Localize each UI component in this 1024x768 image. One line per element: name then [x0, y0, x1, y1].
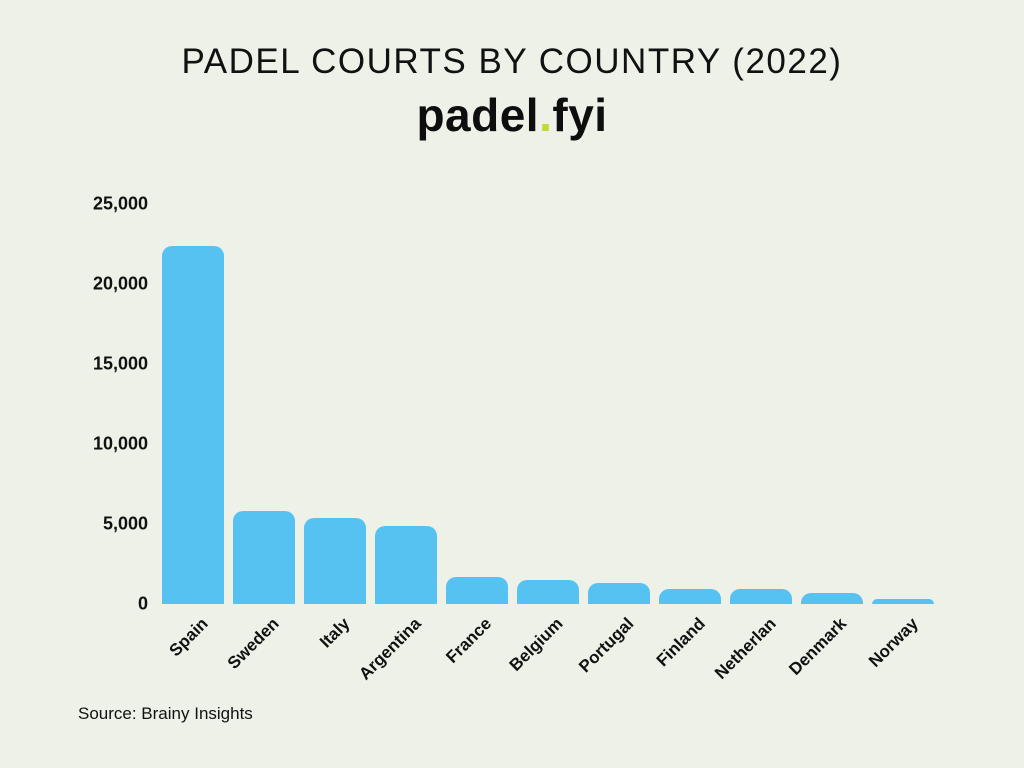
- y-tick-label: 5,000: [102, 513, 148, 534]
- bar-denmark: [801, 592, 863, 604]
- bar-portugal: [588, 583, 650, 604]
- bar-slot: Argentina: [355, 204, 437, 684]
- bar-argentina: [375, 525, 437, 604]
- bar-slot: France: [443, 204, 508, 667]
- bar-finland: [659, 588, 721, 604]
- plot-area: Spain Sweden Italy Argentina France Belgium Po…: [162, 204, 964, 684]
- bar-slot: Belgium: [506, 204, 579, 675]
- x-axis-label: Finland: [652, 614, 709, 671]
- bar-belgium: [517, 580, 579, 604]
- x-axis-label: Italy: [315, 614, 354, 652]
- bar-slot: Portugal: [575, 204, 650, 676]
- x-axis-label: Norway: [864, 614, 922, 671]
- brand-logo-word: padel: [416, 89, 540, 141]
- bar-chart: 0 5,000 10,000 15,000 20,000 25,000 Spain Swed…: [0, 194, 1024, 684]
- x-axis-label: Belgium: [505, 614, 567, 675]
- y-tick-label: 0: [137, 593, 148, 614]
- x-axis-label: Portugal: [575, 614, 638, 677]
- bar-slot: Sweden: [224, 204, 295, 673]
- x-axis-label: Argentina: [354, 614, 425, 684]
- x-axis-label: Sweden: [223, 614, 283, 673]
- chart-title: PADEL COURTS BY COUNTRY (2022): [181, 42, 843, 81]
- y-axis: 0 5,000 10,000 15,000 20,000 25,000: [58, 194, 148, 614]
- brand-logo: padel.fyi: [0, 88, 1024, 142]
- bar-france: [446, 576, 508, 604]
- x-axis-label: Spain: [165, 614, 212, 661]
- brand-logo-tld: fyi: [552, 89, 608, 141]
- y-tick-label: 20,000: [92, 273, 148, 294]
- x-axis-label: France: [442, 614, 496, 667]
- bar-slot: Norway: [865, 204, 934, 671]
- bar-spain: [162, 245, 224, 604]
- x-axis-label: Denmark: [785, 614, 851, 679]
- x-axis-label: Netherlan: [710, 614, 780, 683]
- bar-sweden: [233, 511, 295, 604]
- bar-slot: Spain: [162, 204, 224, 660]
- bar-slot: Finland: [652, 204, 721, 670]
- bar-slot: Italy: [304, 204, 366, 651]
- bar-slot: Netherlan: [711, 204, 792, 683]
- brand-logo-dot: .: [539, 89, 553, 141]
- bar-norway: [872, 599, 934, 604]
- y-tick-label: 25,000: [92, 193, 148, 214]
- bar-netherlan: [730, 588, 792, 604]
- source-text: Source: Brainy Insights: [78, 704, 253, 723]
- y-tick-label: 15,000: [92, 353, 148, 374]
- y-tick-label: 10,000: [92, 433, 148, 454]
- bar-italy: [304, 517, 366, 604]
- bar-slot: Denmark: [786, 204, 863, 679]
